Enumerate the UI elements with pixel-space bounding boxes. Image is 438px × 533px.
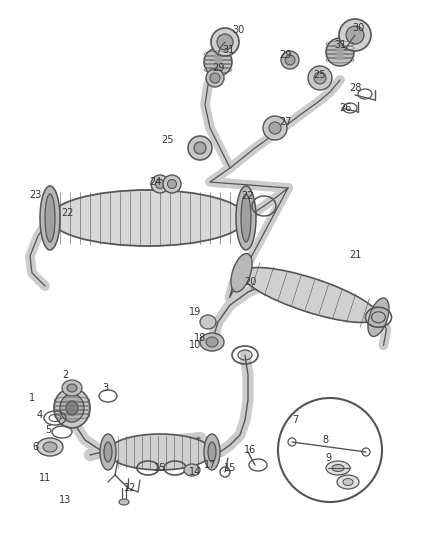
Text: 21: 21 bbox=[349, 250, 361, 260]
Ellipse shape bbox=[62, 380, 82, 396]
Text: 26: 26 bbox=[339, 103, 351, 113]
Text: 29: 29 bbox=[212, 63, 224, 73]
Text: 29: 29 bbox=[279, 50, 291, 60]
Ellipse shape bbox=[167, 180, 177, 189]
Text: 31: 31 bbox=[334, 40, 346, 50]
Text: 24: 24 bbox=[149, 177, 161, 187]
Text: 5: 5 bbox=[45, 425, 51, 435]
Text: 3: 3 bbox=[102, 383, 108, 393]
Ellipse shape bbox=[211, 28, 239, 56]
Text: 2: 2 bbox=[62, 370, 68, 380]
Text: 31: 31 bbox=[222, 45, 234, 55]
Ellipse shape bbox=[326, 461, 350, 475]
Ellipse shape bbox=[332, 464, 344, 472]
Ellipse shape bbox=[194, 142, 206, 154]
Text: 27: 27 bbox=[279, 117, 291, 127]
Ellipse shape bbox=[281, 51, 299, 69]
Ellipse shape bbox=[236, 186, 256, 250]
Ellipse shape bbox=[368, 298, 389, 336]
Text: 30: 30 bbox=[352, 23, 364, 33]
Ellipse shape bbox=[206, 69, 224, 87]
Ellipse shape bbox=[40, 186, 60, 250]
Text: 10: 10 bbox=[189, 340, 201, 350]
Ellipse shape bbox=[200, 333, 224, 351]
Text: 23: 23 bbox=[29, 190, 41, 200]
Ellipse shape bbox=[45, 194, 55, 242]
Text: 13: 13 bbox=[59, 495, 71, 505]
Ellipse shape bbox=[208, 442, 216, 462]
Ellipse shape bbox=[108, 434, 212, 470]
Text: 22: 22 bbox=[62, 208, 74, 218]
Ellipse shape bbox=[60, 394, 84, 422]
Ellipse shape bbox=[155, 180, 165, 189]
Text: 25: 25 bbox=[314, 70, 326, 80]
Ellipse shape bbox=[119, 499, 129, 505]
Text: 15: 15 bbox=[224, 463, 236, 473]
Text: 28: 28 bbox=[349, 83, 361, 93]
Ellipse shape bbox=[339, 19, 371, 51]
Ellipse shape bbox=[263, 116, 287, 140]
Text: 30: 30 bbox=[232, 25, 244, 35]
Text: 4: 4 bbox=[37, 410, 43, 420]
Ellipse shape bbox=[269, 122, 281, 134]
Ellipse shape bbox=[231, 254, 252, 292]
Ellipse shape bbox=[326, 38, 354, 66]
Text: 18: 18 bbox=[194, 333, 206, 343]
Ellipse shape bbox=[188, 136, 212, 160]
Ellipse shape bbox=[217, 34, 233, 50]
Ellipse shape bbox=[163, 175, 181, 193]
Ellipse shape bbox=[206, 337, 218, 347]
Ellipse shape bbox=[204, 434, 220, 470]
Text: 19: 19 bbox=[189, 307, 201, 317]
Text: 9: 9 bbox=[325, 453, 331, 463]
Text: 11: 11 bbox=[39, 473, 51, 483]
Ellipse shape bbox=[241, 268, 379, 322]
Ellipse shape bbox=[151, 175, 169, 193]
Ellipse shape bbox=[104, 442, 112, 462]
Text: 8: 8 bbox=[322, 435, 328, 445]
Text: 25: 25 bbox=[162, 135, 174, 145]
Text: 16: 16 bbox=[244, 445, 256, 455]
Ellipse shape bbox=[200, 315, 216, 329]
Ellipse shape bbox=[50, 190, 246, 246]
Ellipse shape bbox=[241, 194, 251, 242]
Text: 14: 14 bbox=[189, 467, 201, 477]
Text: 6: 6 bbox=[32, 442, 38, 452]
Ellipse shape bbox=[184, 464, 200, 476]
Text: 15: 15 bbox=[154, 463, 166, 473]
Ellipse shape bbox=[43, 442, 57, 452]
Text: 17: 17 bbox=[204, 460, 216, 470]
Ellipse shape bbox=[204, 48, 232, 76]
Text: 12: 12 bbox=[124, 483, 136, 493]
Ellipse shape bbox=[67, 384, 77, 392]
Ellipse shape bbox=[210, 73, 220, 83]
Ellipse shape bbox=[343, 479, 353, 486]
Ellipse shape bbox=[37, 438, 63, 456]
Ellipse shape bbox=[285, 55, 295, 65]
Ellipse shape bbox=[54, 388, 90, 428]
Ellipse shape bbox=[100, 434, 116, 470]
Ellipse shape bbox=[308, 66, 332, 90]
Ellipse shape bbox=[346, 26, 364, 44]
Ellipse shape bbox=[314, 72, 326, 84]
Text: 20: 20 bbox=[244, 277, 256, 287]
Text: 22: 22 bbox=[242, 191, 254, 201]
Ellipse shape bbox=[337, 475, 359, 489]
Text: 1: 1 bbox=[29, 393, 35, 403]
Ellipse shape bbox=[66, 401, 78, 415]
Text: 7: 7 bbox=[292, 415, 298, 425]
